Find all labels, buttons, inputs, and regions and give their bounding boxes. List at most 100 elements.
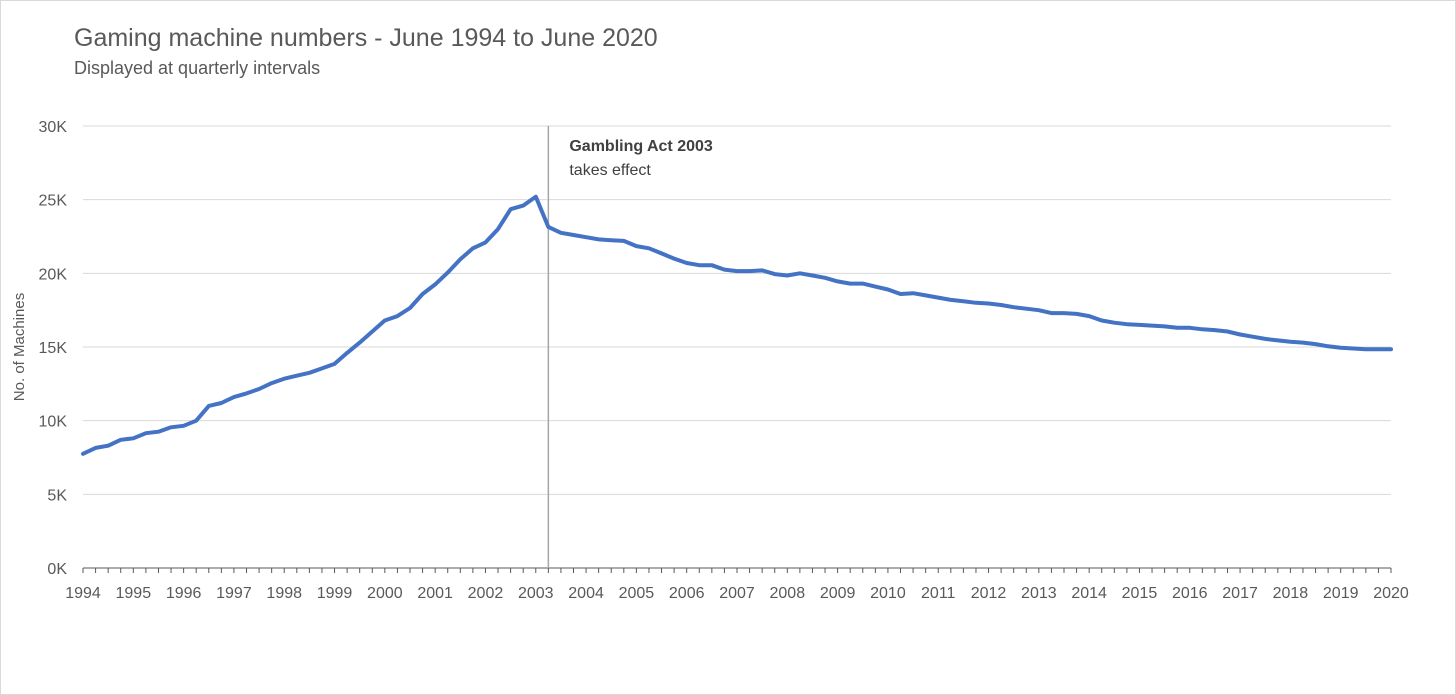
x-tick-label: 1998: [266, 585, 302, 602]
data-point: [873, 284, 877, 289]
data-point: [836, 279, 840, 284]
data-point: [131, 436, 135, 440]
data-point: [1200, 327, 1204, 331]
data-point: [219, 401, 223, 405]
data-point: [722, 268, 727, 272]
data-point: [949, 298, 953, 302]
data-point: [1389, 347, 1393, 351]
data-point: [1326, 344, 1330, 348]
data-point: [307, 371, 311, 375]
x-tick-label: 2019: [1323, 585, 1359, 602]
x-tick-label: 2008: [770, 585, 806, 602]
data-point: [634, 244, 638, 248]
x-tick-label: 2015: [1122, 585, 1158, 602]
x-tick-label: 2020: [1373, 585, 1409, 602]
data-point: [1339, 346, 1343, 350]
data-point: [1024, 307, 1028, 311]
data-point: [295, 374, 299, 378]
x-tick-label: 1994: [65, 585, 101, 602]
data-point: [81, 452, 85, 456]
data-point: [974, 301, 978, 305]
data-point: [609, 238, 613, 242]
data-point: [446, 270, 450, 275]
data-point: [332, 362, 337, 366]
data-point: [1251, 335, 1255, 339]
x-tick-label: 2018: [1273, 585, 1309, 602]
y-axis-title: No. of Machines: [11, 293, 28, 401]
data-point: [182, 424, 186, 428]
y-axis-ticks: 0K 5K 10K 15K 20K 25K 30K: [39, 119, 68, 578]
data-point: [936, 296, 940, 300]
data-point: [597, 237, 601, 242]
data-point: [647, 246, 651, 250]
data-point: [1376, 347, 1381, 351]
data-point: [760, 268, 764, 272]
data-point: [1087, 314, 1091, 318]
data-point: [911, 291, 915, 295]
data-point: [471, 246, 475, 250]
x-tick-label: 1999: [317, 585, 353, 602]
gridlines: [83, 125, 1391, 495]
data-point: [270, 381, 274, 385]
x-tick-label: 1996: [166, 585, 202, 602]
data-points: [81, 195, 1393, 456]
data-point: [320, 366, 324, 370]
x-tick-label: 2005: [619, 585, 655, 602]
data-point: [1037, 308, 1041, 312]
data-point: [232, 395, 236, 399]
data-point: [710, 263, 714, 267]
data-point: [1313, 342, 1318, 346]
data-point: [886, 287, 890, 292]
x-tick-label: 2011: [921, 585, 956, 602]
data-point: [521, 203, 525, 208]
y-tick-label: 20K: [39, 266, 68, 283]
x-tick-label: 2017: [1222, 585, 1258, 602]
data-point: [1301, 340, 1305, 345]
data-point: [810, 273, 815, 278]
data-point: [1276, 338, 1280, 342]
data-point: [1049, 311, 1054, 315]
data-point: [924, 293, 928, 298]
data-point: [144, 431, 148, 435]
data-point: [785, 273, 789, 278]
data-point: [861, 282, 865, 286]
x-tick-label: 2014: [1071, 585, 1107, 602]
data-point: [1137, 323, 1142, 327]
x-tick-label: 1997: [216, 585, 252, 602]
data-point: [735, 269, 739, 273]
data-point: [93, 446, 98, 450]
data-point: [1351, 346, 1355, 351]
data-point: [370, 329, 374, 334]
data-point: [483, 240, 488, 244]
data-point: [194, 419, 198, 423]
data-point: [458, 257, 462, 261]
annotation-text: takes effect: [569, 162, 651, 179]
data-point: [1238, 332, 1242, 337]
data-point: [1112, 321, 1116, 325]
x-tick-label: 2009: [820, 585, 856, 602]
data-point: [509, 207, 513, 211]
data-point: [546, 225, 550, 229]
x-axis: 1994 1995 1996 1997 1998 1999 2000 2001 2002 2003…: [65, 567, 1409, 602]
data-point: [961, 299, 965, 303]
data-point: [119, 438, 123, 442]
data-point: [1263, 337, 1267, 341]
x-tick-label: 2007: [719, 585, 755, 602]
data-point: [986, 301, 991, 306]
series-line: [81, 194, 1393, 456]
data-point: [999, 303, 1003, 307]
data-point: [358, 340, 362, 345]
y-tick-label: 30K: [39, 119, 68, 136]
x-tick-label: 2013: [1021, 585, 1057, 602]
data-point: [1288, 340, 1292, 344]
data-point: [408, 306, 412, 310]
y-tick-label: 25K: [39, 193, 68, 210]
data-point: [898, 292, 903, 296]
data-point: [697, 263, 701, 267]
x-tick-label: 2010: [870, 585, 906, 602]
data-point: [559, 231, 563, 235]
data-point: [672, 257, 676, 261]
data-point: [1150, 324, 1154, 328]
data-point: [257, 387, 261, 391]
